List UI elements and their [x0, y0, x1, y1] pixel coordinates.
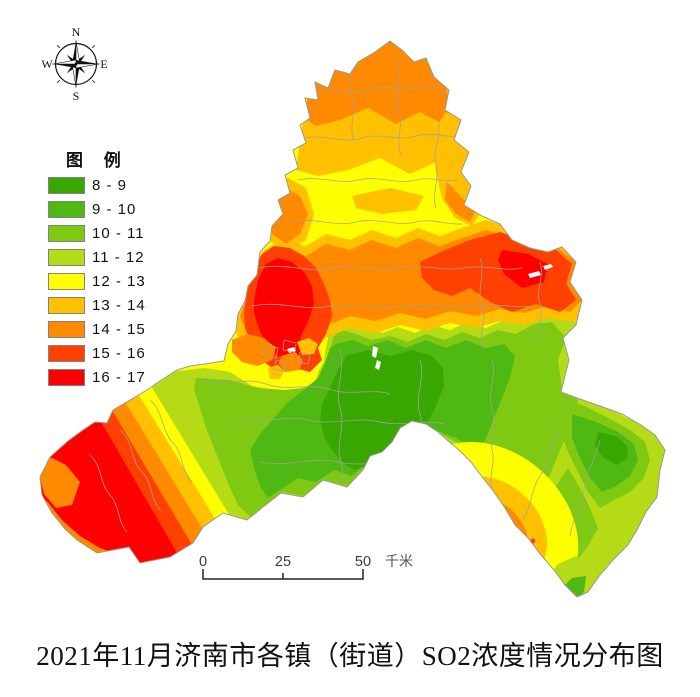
legend-swatch-rect	[48, 225, 85, 242]
legend-item: 10 - 11	[48, 225, 146, 242]
legend-swatch-rect	[48, 249, 85, 266]
legend-item: 11 - 12	[48, 249, 146, 266]
legend-swatch	[48, 201, 85, 218]
compass-north-label: N	[72, 25, 81, 39]
legend-swatch	[48, 345, 85, 362]
legend-item-label: 11 - 12	[92, 249, 145, 266]
legend-swatch-rect	[48, 321, 85, 338]
legend-swatch	[48, 273, 85, 290]
scale-tick-50: 50	[355, 554, 371, 570]
legend-swatch-rect	[48, 177, 85, 194]
scale-unit-label: 千米	[385, 554, 413, 570]
legend-swatch-rect	[48, 273, 85, 290]
legend-item-label: 13 - 14	[92, 297, 146, 314]
scale-bar: 0 25 50 千米	[199, 554, 413, 580]
compass-west-label: W	[41, 57, 53, 71]
legend-swatch	[48, 369, 85, 386]
compass-rose-icon: N S W E	[41, 25, 107, 103]
scale-tick-25: 25	[275, 554, 291, 570]
legend: 图 例 8 - 9 9 - 10 10 - 11 11 - 12 12 - 13…	[48, 146, 146, 393]
compass-east-label: E	[100, 57, 107, 71]
legend-swatch-rect	[48, 297, 85, 314]
scale-tick-0: 0	[199, 554, 207, 570]
legend-item-label: 14 - 15	[92, 321, 146, 338]
city-boundary	[39, 40, 666, 598]
legend-item: 15 - 16	[48, 345, 146, 362]
legend-title: 图 例	[66, 151, 121, 170]
legend-item-label: 12 - 13	[92, 273, 146, 290]
legend-swatch	[48, 321, 85, 338]
map-title: 2021年11月济南市各镇（街道）SO2浓度情况分布图	[36, 641, 664, 671]
legend-item: 12 - 13	[48, 273, 146, 290]
legend-item: 16 - 17	[48, 369, 146, 386]
legend-item-label: 8 - 9	[92, 177, 128, 194]
legend-swatch-rect	[48, 369, 85, 386]
legend-item-label: 16 - 17	[92, 369, 146, 386]
legend-swatch-rect	[48, 201, 85, 218]
legend-item: 13 - 14	[48, 297, 146, 314]
legend-item-label: 15 - 16	[92, 345, 146, 362]
legend-swatch	[48, 225, 85, 242]
legend-swatch	[48, 249, 85, 266]
legend-item: 8 - 9	[48, 177, 146, 194]
legend-swatch	[48, 297, 85, 314]
legend-item-label: 9 - 10	[92, 201, 137, 218]
compass-south-label: S	[73, 89, 80, 103]
legend-item: 14 - 15	[48, 321, 146, 338]
legend-swatch	[48, 177, 85, 194]
legend-item: 9 - 10	[48, 201, 146, 218]
legend-swatch-rect	[48, 345, 85, 362]
legend-item-label: 10 - 11	[92, 225, 145, 242]
